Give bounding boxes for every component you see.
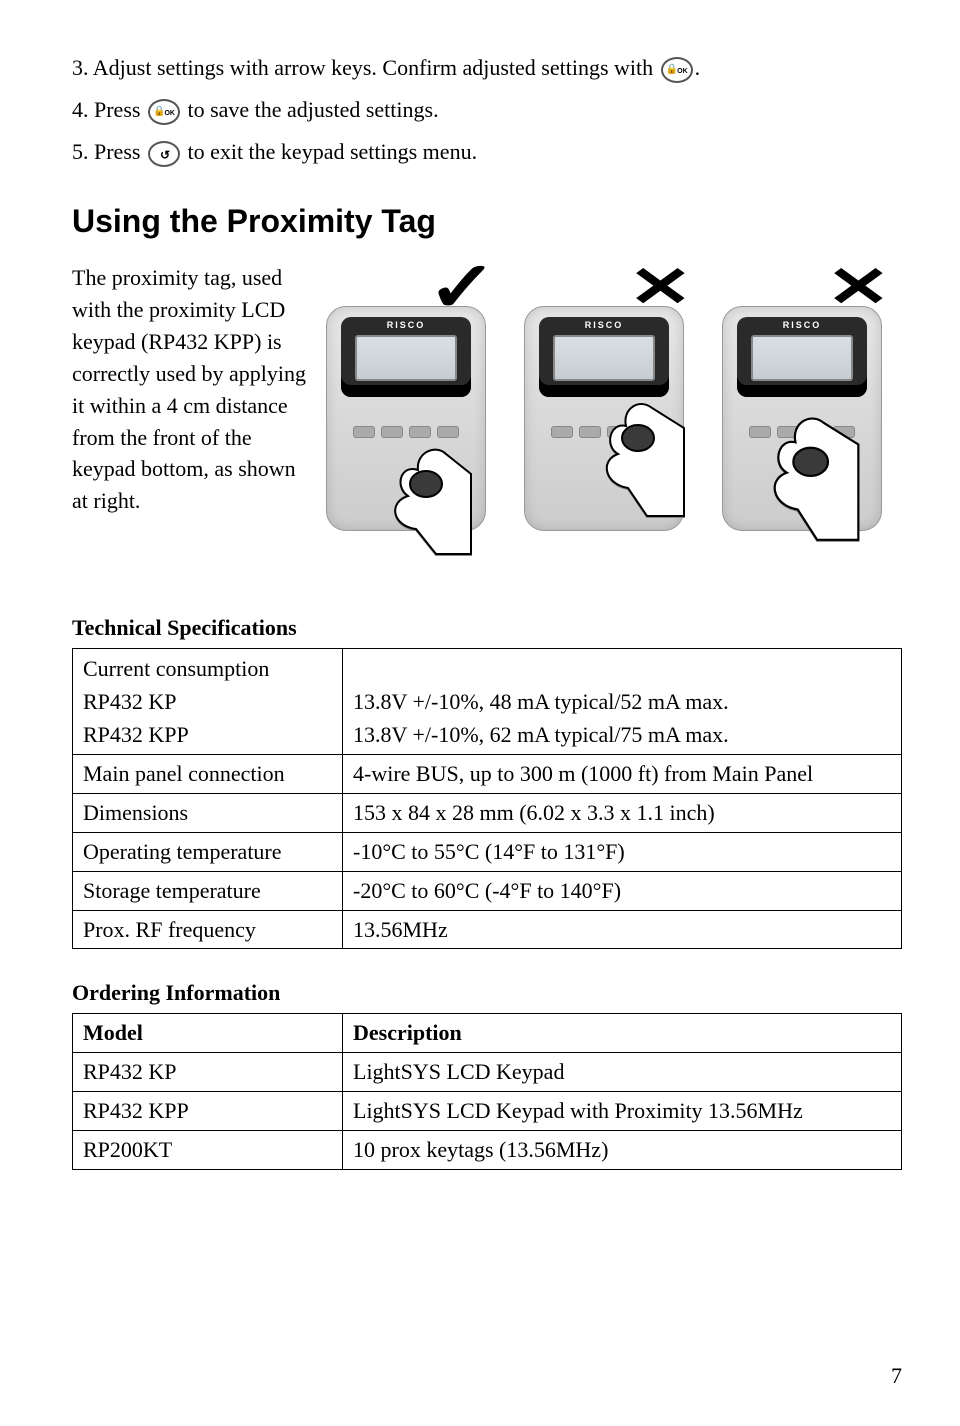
ok-key-icon — [661, 57, 693, 83]
keypad-screen — [355, 335, 457, 381]
ordering-header-model: Model — [73, 1014, 343, 1053]
spec-value: 13.56MHz — [343, 910, 902, 949]
step-5-text-b: to exit the keypad settings menu. — [182, 139, 477, 164]
spec-value: 153 x 84 x 28 mm (6.02 x 3.3 x 1.1 inch) — [343, 793, 902, 832]
keypad-button-row — [749, 426, 855, 438]
keypad-illustration: RISCO — [722, 306, 882, 531]
step-4-text-b: to save the adjusted settings. — [182, 97, 439, 122]
table-row: Dimensions153 x 84 x 28 mm (6.02 x 3.3 x… — [73, 793, 902, 832]
step-5-text-a: 5. Press — [72, 139, 146, 164]
step-3-text-a: 3. Adjust settings with arrow keys. Conf… — [72, 55, 659, 80]
table-row: Storage temperature-20°C to 60°C (-4°F t… — [73, 871, 902, 910]
proximity-figure-wrong-1: ✕ RISCO — [524, 262, 704, 562]
keypad-button-row — [353, 426, 459, 438]
table-row: Prox. RF frequency13.56MHz — [73, 910, 902, 949]
table-row: Main panel connection4-wire BUS, up to 3… — [73, 754, 902, 793]
step-5: 5. Press to exit the keypad settings men… — [72, 136, 902, 168]
table-row: RP200KT10 prox keytags (13.56MHz) — [73, 1130, 902, 1169]
spec-value: 4-wire BUS, up to 300 m (1000 ft) from M… — [343, 754, 902, 793]
spec-value: 13.8V +/-10%, 48 mA typical/52 mA max.13… — [343, 648, 902, 754]
table-row: RP432 KPLightSYS LCD Keypad — [73, 1053, 902, 1092]
table-row: Current consumptionRP432 KPRP432 KPP13.8… — [73, 648, 902, 754]
table-header-row: ModelDescription — [73, 1014, 902, 1053]
keypad-illustration: RISCO — [326, 306, 486, 531]
ordering-model: RP200KT — [73, 1130, 343, 1169]
page-number: 7 — [891, 1360, 902, 1392]
ordering-table: ModelDescriptionRP432 KPLightSYS LCD Key… — [72, 1013, 902, 1170]
keypad-brand: RISCO — [585, 319, 624, 332]
spec-value: -10°C to 55°C (14°F to 131°F) — [343, 832, 902, 871]
spec-value: -20°C to 60°C (-4°F to 140°F) — [343, 871, 902, 910]
section-heading: Using the Proximity Tag — [72, 198, 902, 244]
keypad-screen — [553, 335, 655, 381]
keypad-button-row — [551, 426, 657, 438]
tech-specs-table: Current consumptionRP432 KPRP432 KPP13.8… — [72, 648, 902, 949]
proximity-figure-correct: ✓ RISCO — [326, 262, 506, 562]
ordering-header-desc: Description — [343, 1014, 902, 1053]
step-3: 3. Adjust settings with arrow keys. Conf… — [72, 52, 902, 84]
table-row: RP432 KPPLightSYS LCD Keypad with Proxim… — [73, 1092, 902, 1131]
ok-key-icon — [148, 99, 180, 125]
step-3-text-b: . — [695, 55, 701, 80]
spec-label: Operating temperature — [73, 832, 343, 871]
proximity-description: The proximity tag, used with the proximi… — [72, 262, 308, 517]
spec-label: Current consumptionRP432 KPRP432 KPP — [73, 648, 343, 754]
keypad-screen — [751, 335, 853, 381]
keypad-illustration: RISCO — [524, 306, 684, 531]
ordering-heading: Ordering Information — [72, 977, 902, 1009]
step-4-text-a: 4. Press — [72, 97, 146, 122]
ordering-desc: LightSYS LCD Keypad — [343, 1053, 902, 1092]
spec-label: Dimensions — [73, 793, 343, 832]
tech-specs-heading: Technical Specifications — [72, 612, 902, 644]
spec-label: Main panel connection — [73, 754, 343, 793]
proximity-figure-wrong-2: ✕ RISCO — [722, 262, 902, 562]
keypad-brand: RISCO — [783, 319, 822, 332]
back-key-icon — [148, 141, 180, 167]
step-4: 4. Press to save the adjusted settings. — [72, 94, 902, 126]
table-row: Operating temperature-10°C to 55°C (14°F… — [73, 832, 902, 871]
ordering-desc: LightSYS LCD Keypad with Proximity 13.56… — [343, 1092, 902, 1131]
ordering-model: RP432 KP — [73, 1053, 343, 1092]
spec-label: Prox. RF frequency — [73, 910, 343, 949]
ordering-model: RP432 KPP — [73, 1092, 343, 1131]
spec-label: Storage temperature — [73, 871, 343, 910]
ordering-desc: 10 prox keytags (13.56MHz) — [343, 1130, 902, 1169]
proximity-row: The proximity tag, used with the proximi… — [72, 262, 902, 562]
keypad-brand: RISCO — [387, 319, 426, 332]
